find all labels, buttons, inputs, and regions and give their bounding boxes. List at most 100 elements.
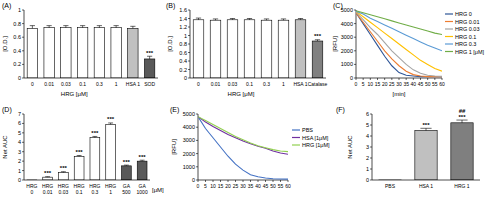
x-tick (370, 78, 371, 80)
legend-swatch (292, 129, 300, 130)
x-tick-label: 15 (218, 183, 224, 189)
error-cap (247, 18, 252, 19)
y-tick-label: 4 (18, 139, 21, 145)
x-tick-label: 20 (225, 183, 231, 189)
y-axis (356, 10, 357, 78)
y-tick-label: 4 (366, 133, 369, 139)
series-line (198, 117, 288, 179)
y-tick-label: 0.2 (179, 67, 187, 73)
error-cap (77, 155, 82, 156)
x-axis (24, 180, 150, 181)
y-tick-label: 1000 (183, 164, 195, 170)
x-tick-label: 30 (396, 81, 402, 87)
annotation: *** (123, 159, 131, 165)
error-cap (92, 136, 97, 137)
y-tick-label: 0.8 (13, 21, 21, 27)
category-label: 0.01 (211, 81, 221, 87)
panel-label: (F) (336, 106, 345, 114)
x-axis-label: [min] (392, 91, 405, 97)
legend-label: HRG 0.3 (455, 41, 476, 47)
y-tick (196, 127, 198, 128)
bar (295, 20, 306, 78)
error-stem (82, 26, 83, 28)
panel: (A)[O.D.]00.20.40.60.8100.010.030.10.31H… (2, 2, 158, 97)
panel-label: (E) (170, 106, 179, 114)
y-tick-label: 2 (366, 155, 369, 161)
y-tick (370, 158, 372, 159)
category-label: HRG0.1 (74, 183, 85, 195)
x-tick (434, 78, 435, 80)
x-tick-label: 40 (411, 81, 417, 87)
x-axis (372, 180, 480, 181)
panel-label: (B) (166, 2, 175, 10)
y-tick-label: 1.4 (179, 16, 187, 22)
panel-label: (A) (2, 2, 11, 10)
y-tick (196, 153, 198, 154)
x-tick-label: 50 (270, 183, 276, 189)
y-tick-label: 0.4 (179, 58, 187, 64)
annotation: *** (314, 33, 322, 39)
category-label: Catalase (308, 81, 328, 87)
bar (58, 172, 68, 180)
error-bar (47, 26, 52, 28)
panel-label: (D) (2, 106, 12, 114)
x-tick (288, 180, 289, 182)
bar (90, 138, 100, 180)
y-tick (196, 140, 198, 141)
x-tick (213, 180, 214, 182)
x-tick (391, 78, 392, 80)
y-tick-label: 1 (18, 7, 21, 13)
y-tick (22, 170, 24, 171)
x-tick-label: 30 (240, 183, 246, 189)
legend-swatch (445, 28, 453, 29)
y-tick (22, 151, 24, 152)
category-label: SOD (144, 81, 155, 87)
x-tick-label: 35 (403, 81, 409, 87)
marks (27, 26, 155, 78)
x-axis-label: HRG [μM] (61, 91, 88, 97)
x-tick-label: 25 (389, 81, 395, 87)
x-tick (442, 78, 443, 80)
y-tick (22, 180, 24, 181)
y-tick (188, 35, 190, 36)
error-stem (49, 26, 50, 28)
y-tick (188, 10, 190, 11)
x-axis-label: HRG [μM] (228, 91, 255, 97)
panel: (B)[O.D.]00.20.40.60.811.21.41.600.010.0… (166, 2, 328, 97)
error-bar (456, 120, 467, 123)
x-tick-label: 0 (197, 183, 200, 189)
y-tick-label: 7 (18, 111, 21, 117)
legend-label: HSA [1μM] (302, 135, 329, 141)
category-label: HRG0.01 (42, 183, 53, 195)
y-tick-label: 6 (366, 111, 369, 117)
error-bar (114, 26, 119, 28)
y-tick (370, 114, 372, 115)
legend-swatch (445, 13, 453, 14)
legend-label: HRG 0.1 (455, 34, 476, 40)
annotation: *** (139, 154, 147, 160)
bar (77, 28, 87, 78)
error-bar (61, 171, 66, 173)
x-tick (235, 180, 236, 182)
category-label: HRG0 (26, 183, 37, 195)
bar (43, 177, 53, 180)
x-tick-label: 5 (362, 81, 365, 87)
error-cap (147, 56, 152, 57)
marks (193, 18, 323, 78)
error-cap (315, 39, 320, 40)
y-tick (22, 50, 24, 51)
error-bar (108, 123, 113, 124)
category-label: HSA 1 (126, 81, 140, 87)
y-tick (196, 114, 198, 115)
legend-swatch (445, 51, 453, 52)
y-tick-label: 2000 (183, 151, 195, 157)
error-cap (420, 128, 431, 129)
y-tick-label: 0.2 (13, 61, 21, 67)
error-bar (45, 176, 50, 177)
error-cap (140, 160, 145, 161)
panel: (F)Net AUC0123456PBS***HSA 1***##HRG 1 (336, 106, 480, 189)
error-cap (298, 18, 303, 19)
legend-label: HRG 1 [μM] (455, 49, 485, 55)
annotation: *** (107, 116, 115, 122)
bar (278, 20, 289, 78)
